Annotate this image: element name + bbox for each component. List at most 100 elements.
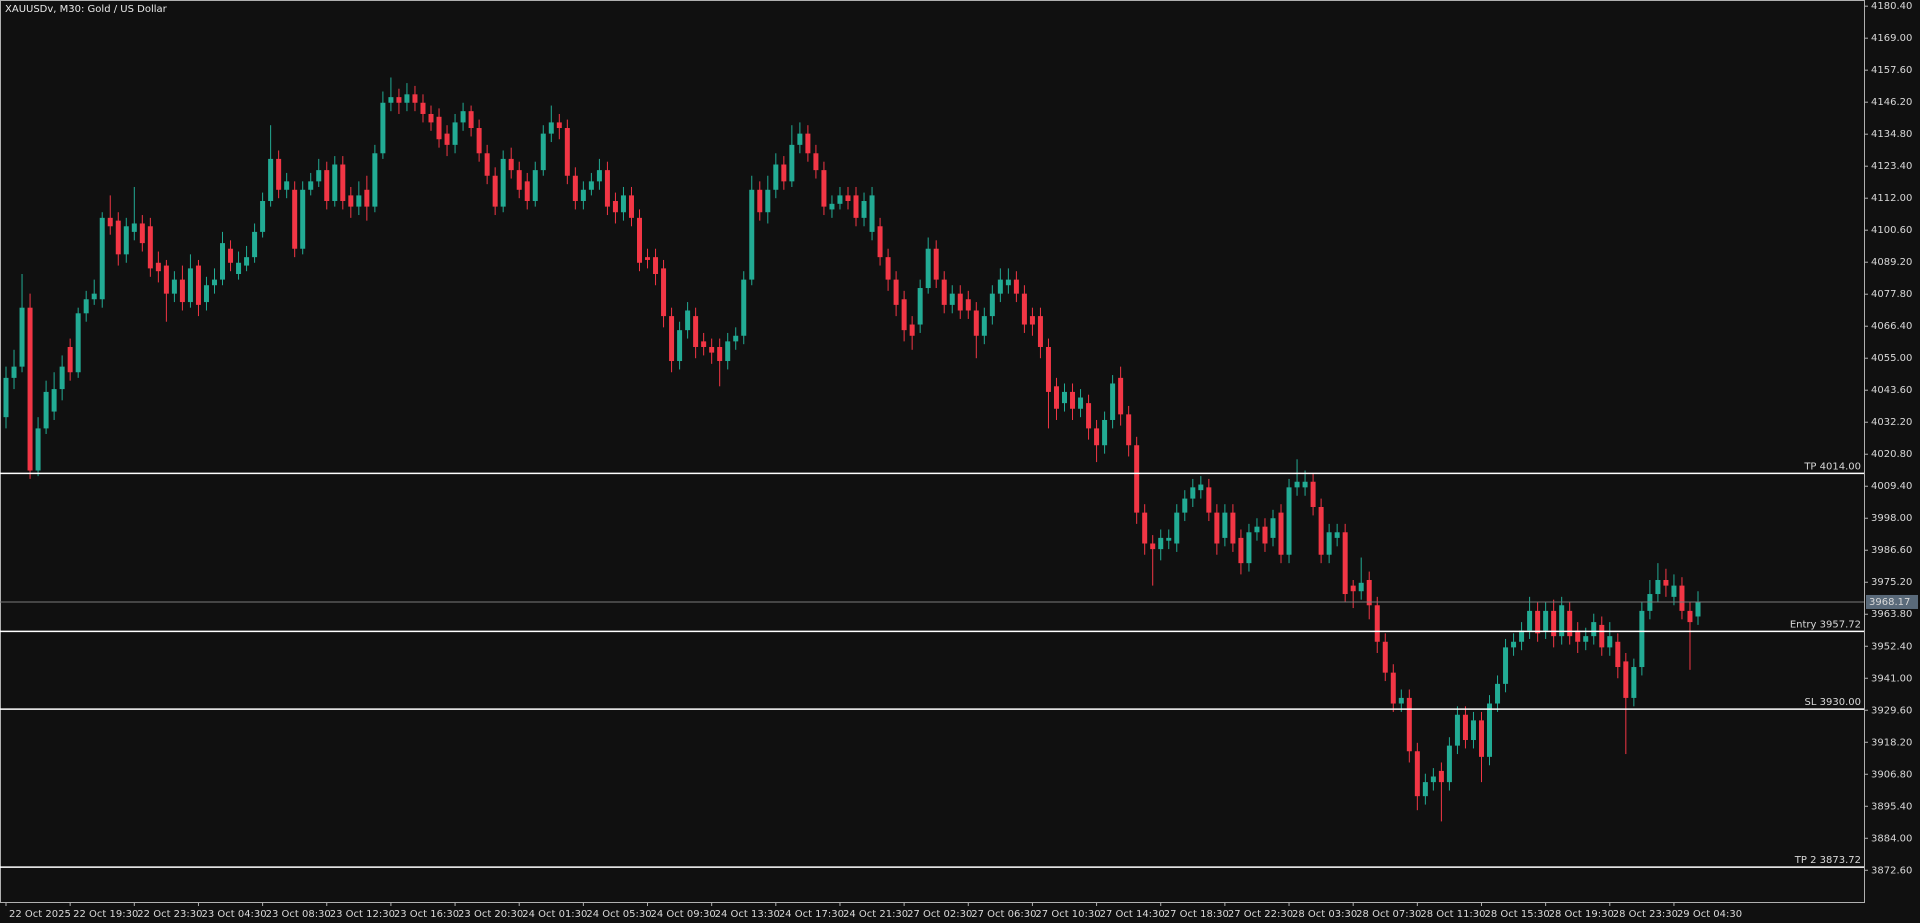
candle-body (1551, 610, 1557, 637)
y-tick-label: 3952.40 (1871, 641, 1912, 652)
candle-body (1070, 391, 1076, 409)
candle-body (11, 366, 17, 378)
candle-body (1166, 537, 1172, 541)
candle-body (1519, 630, 1525, 642)
x-tick-label: 27 Oct 10:30 (1035, 909, 1100, 920)
y-tick-label: 4020.80 (1871, 449, 1912, 460)
candle-body (853, 195, 859, 218)
candle-body (436, 116, 442, 140)
candle-body (1655, 579, 1661, 595)
candle-body (749, 189, 755, 280)
candle-body (1671, 585, 1677, 597)
candle-body (1078, 397, 1084, 409)
candle-body (636, 217, 642, 263)
candle-body (324, 170, 330, 202)
candle-body (380, 102, 386, 154)
candle-body (1422, 782, 1428, 797)
candle-body (653, 257, 659, 274)
candle-body (669, 316, 675, 362)
candle-body (1663, 579, 1669, 586)
candle-body (364, 189, 370, 207)
candle-body (1246, 532, 1252, 564)
x-tick-label: 27 Oct 22:30 (1228, 909, 1293, 920)
candle-body (1158, 537, 1164, 550)
candle-body (1013, 279, 1019, 294)
candle-body (428, 113, 434, 123)
candle-body (620, 195, 626, 213)
candle-body (476, 128, 482, 154)
x-tick-label: 27 Oct 18:30 (1164, 909, 1229, 920)
candle-body (1679, 585, 1685, 611)
candle-body (765, 189, 771, 213)
candle-body (989, 293, 995, 317)
y-tick-label: 3975.20 (1871, 577, 1912, 588)
candle-body (829, 203, 835, 210)
candle-body (1334, 532, 1340, 538)
candle-body (163, 265, 169, 294)
candle-body (35, 428, 41, 471)
x-tick-label: 22 Oct 19:30 (73, 909, 138, 920)
x-tick-label: 23 Oct 12:30 (330, 909, 395, 920)
candle-body (1631, 667, 1637, 698)
x-tick-label: 24 Oct 21:30 (843, 909, 908, 920)
candle-body (452, 122, 458, 145)
last-price-box (1866, 594, 1918, 609)
candle-body (43, 391, 49, 429)
candle-body (1198, 484, 1204, 491)
candle-body (203, 285, 209, 303)
candle-body (1583, 636, 1589, 642)
y-tick-label: 3998.00 (1871, 513, 1912, 524)
y-tick-label: 4043.60 (1871, 385, 1912, 396)
y-tick-label: 4032.20 (1871, 417, 1912, 428)
candle-body (973, 310, 979, 336)
candle-body (845, 195, 851, 202)
candle-body (1238, 537, 1244, 564)
candle-body (484, 153, 490, 176)
candle-body (1374, 605, 1380, 642)
candle-body (628, 195, 634, 218)
y-tick-label: 3872.60 (1871, 865, 1912, 876)
candle-body (797, 133, 803, 145)
candle-body (107, 217, 113, 227)
candle-body (276, 158, 282, 190)
candle-body (901, 299, 907, 331)
candle-body (645, 257, 651, 260)
candle-body (949, 293, 955, 305)
candle-body (1094, 428, 1100, 446)
candle-body (540, 133, 546, 171)
candle-body (1503, 647, 1509, 684)
candle-body (1454, 714, 1460, 746)
candle-body (179, 279, 185, 303)
y-tick-label: 4157.60 (1871, 65, 1912, 76)
candle-body (356, 195, 362, 207)
candle-body (701, 341, 707, 347)
candle-body (733, 335, 739, 342)
candle-body (516, 170, 522, 190)
x-tick-label: 29 Oct 04:30 (1677, 909, 1742, 920)
level-label: TP 2 3873.72 (1794, 855, 1861, 866)
candle-body (1294, 481, 1300, 488)
candle-body (1150, 543, 1156, 550)
candle-body (885, 257, 891, 280)
candle-body (252, 231, 258, 258)
y-tick-label: 4009.40 (1871, 481, 1912, 492)
candle-body (1639, 610, 1645, 668)
candle-body (685, 310, 691, 331)
candle-body (75, 313, 81, 373)
y-tick-label: 4146.20 (1871, 97, 1912, 108)
candle-body (1470, 720, 1476, 741)
candle-body (1222, 512, 1228, 538)
candle-body (1495, 683, 1501, 704)
candle-body (1398, 697, 1404, 704)
candle-body (1623, 661, 1629, 698)
candle-body (556, 122, 562, 129)
candle-body (1350, 585, 1356, 592)
candle-body (1366, 579, 1372, 606)
candle-body (19, 307, 25, 367)
candle-body (268, 158, 274, 202)
x-tick-label: 23 Oct 20:30 (458, 909, 523, 920)
candle-body (155, 262, 161, 272)
x-tick-label: 22 Oct 2025 (9, 909, 71, 920)
level-label: SL 3930.00 (1805, 697, 1861, 708)
